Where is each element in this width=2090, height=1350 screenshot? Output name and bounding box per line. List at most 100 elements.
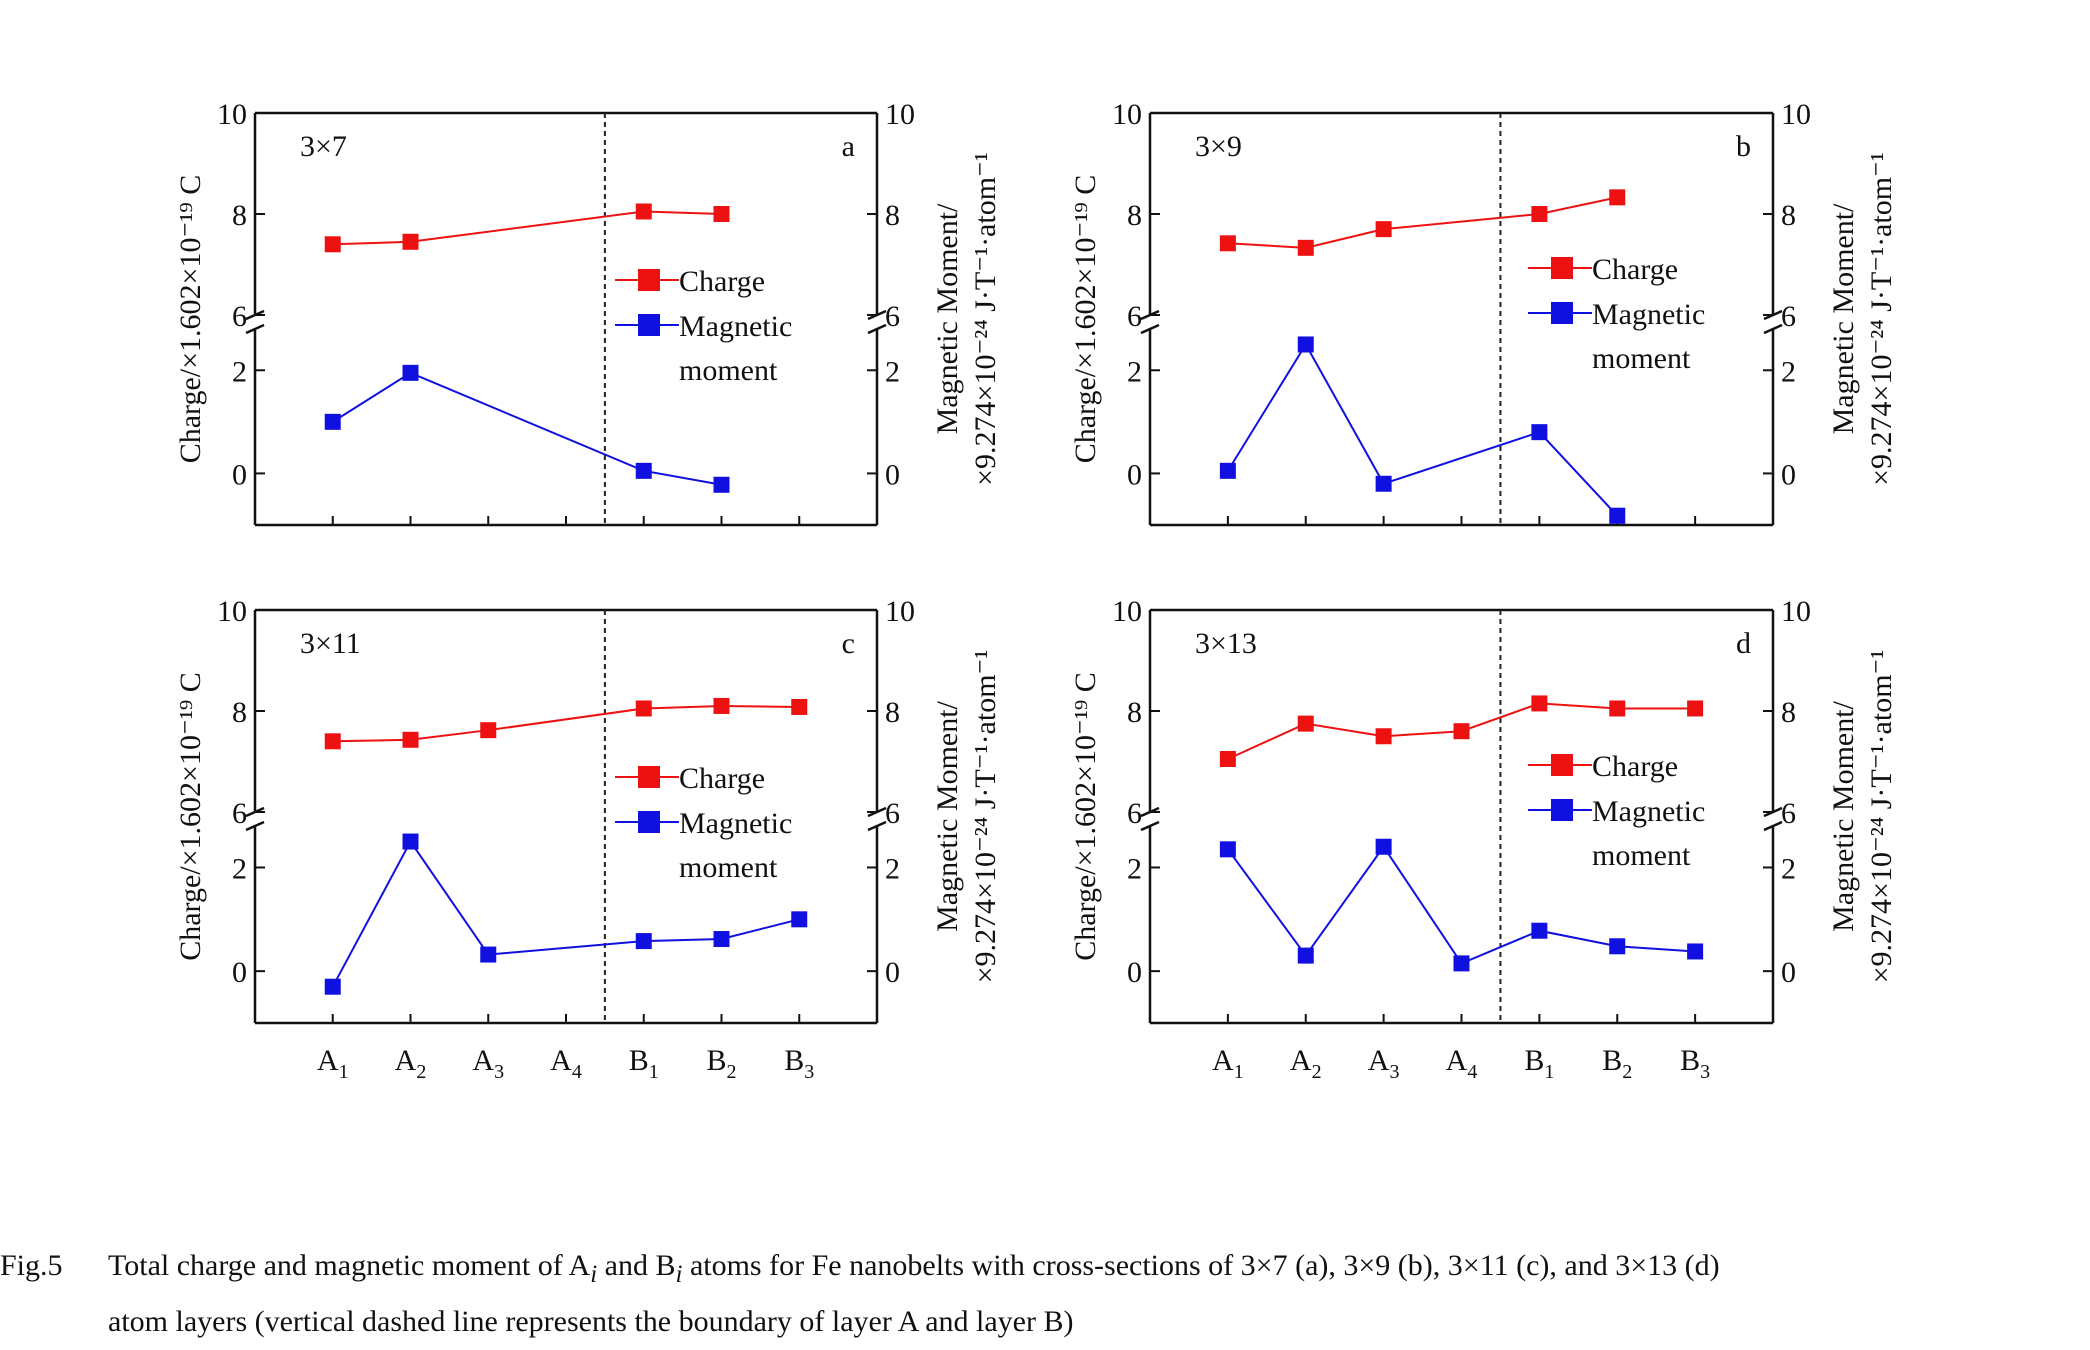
axis-break-mark xyxy=(867,820,887,832)
legend-magnetic-marker xyxy=(1551,302,1573,324)
y-tick-label-right: 2 xyxy=(1781,852,1796,885)
charge-data-point xyxy=(402,233,419,250)
magnetic-moment-data-point xyxy=(1531,922,1548,939)
y-tick-label-right: 10 xyxy=(1781,595,1811,628)
magnetic-moment-data-point xyxy=(324,978,341,995)
charge-data-point xyxy=(324,733,341,750)
y-tick-label-left: 6 xyxy=(1127,300,1142,333)
x-tick-label: A2 xyxy=(395,1044,427,1083)
charge-data-point xyxy=(1687,700,1704,717)
y-tick-label-left: 2 xyxy=(1127,355,1142,388)
charge-data-point xyxy=(1219,750,1236,767)
legend-magnetic-label: Magnetic xyxy=(679,310,792,343)
x-tick-label: B3 xyxy=(784,1044,814,1083)
y-axis-title-left: Charge/×1.602×10⁻¹⁹ C xyxy=(1069,175,1102,464)
axis-break-mark xyxy=(245,820,265,832)
y-tick-label-right: 10 xyxy=(885,595,915,628)
charge-data-point xyxy=(324,236,341,253)
y-tick-label-left: 2 xyxy=(232,852,247,885)
legend-charge-label: Charge xyxy=(679,265,765,298)
charge-data-point xyxy=(1219,235,1236,252)
magnetic-moment-data-point xyxy=(791,911,808,928)
charge-data-point xyxy=(1375,221,1392,238)
y-tick-label-left: 6 xyxy=(232,300,247,333)
charge-series-line xyxy=(332,704,800,743)
y-tick-label-right: 0 xyxy=(1781,956,1796,989)
charge-data-point xyxy=(1609,700,1626,717)
y-tick-label-left: 0 xyxy=(1127,956,1142,989)
panel-size-label: 3×13 xyxy=(1195,627,1257,660)
y-tick-label-right: 8 xyxy=(1781,199,1796,232)
x-tick-label: A4 xyxy=(550,1044,582,1083)
legend-magnetic-marker xyxy=(638,811,660,833)
x-tick-label: B2 xyxy=(1602,1044,1632,1083)
charge-data-point xyxy=(402,731,419,748)
magnetic-moment-data-point xyxy=(1609,507,1626,524)
y-tick-label-right: 8 xyxy=(885,696,900,729)
axis-break-mark xyxy=(1140,323,1160,335)
chart-panel-a: 6 6 8 8 10 10 0 0 2 2 3×7 a Charge Magnetic moment Char… xyxy=(174,98,1002,527)
magnetic-moment-data-point xyxy=(480,946,497,963)
y-axis-title-right-2: ×9.274×10⁻²⁴ J·T⁻¹·atom⁻¹ xyxy=(969,152,1002,486)
magnetic-moment-data-point xyxy=(1609,938,1626,955)
y-tick-label-right: 2 xyxy=(885,852,900,885)
charge-data-point xyxy=(635,203,652,220)
panel-letter: d xyxy=(1736,627,1751,660)
y-tick-label-left: 8 xyxy=(1127,696,1142,729)
chart-panel-b: 6 6 8 8 10 10 0 0 2 2 3×9 b Charge Magnetic moment Char… xyxy=(1069,98,1898,527)
y-axis-title-left: Charge/×1.602×10⁻¹⁹ C xyxy=(1069,672,1102,961)
legend-charge-marker xyxy=(1551,754,1573,776)
caption-line-2: atom layers (vertical dashed line repres… xyxy=(108,1305,1074,1338)
charge-data-point xyxy=(1297,239,1314,256)
y-axis-title-right: Magnetic Moment/ xyxy=(931,700,964,931)
magnetic-moment-data-point xyxy=(1219,841,1236,858)
charge-series-line xyxy=(1227,196,1618,249)
legend-magnetic-label-2: moment xyxy=(1592,839,1691,872)
axis-break-mark xyxy=(1763,820,1783,832)
charge-data-point xyxy=(791,698,808,715)
y-tick-label-left: 8 xyxy=(232,199,247,232)
y-tick-label-right: 2 xyxy=(885,355,900,388)
legend-charge-label: Charge xyxy=(1592,750,1678,783)
y-tick-label-right: 6 xyxy=(1781,300,1796,333)
x-tick-label: A3 xyxy=(1368,1044,1400,1083)
x-tick-label: A1 xyxy=(317,1044,349,1083)
y-tick-label-left: 8 xyxy=(232,696,247,729)
axis-break-mark xyxy=(245,323,265,335)
magnetic-moment-data-point xyxy=(1297,947,1314,964)
charge-data-point xyxy=(1297,715,1314,732)
figure: 6 6 8 8 10 10 0 0 2 2 3×7 a Charge Magnetic moment Char… xyxy=(174,98,1898,1083)
y-tick-label-left: 10 xyxy=(217,98,247,131)
magnetic-moment-data-point xyxy=(402,364,419,381)
x-tick-label: B1 xyxy=(1524,1044,1554,1083)
panel-letter: c xyxy=(842,627,855,660)
y-tick-label-left: 6 xyxy=(232,797,247,830)
charge-data-point xyxy=(713,206,730,222)
legend-charge-marker xyxy=(1551,257,1573,279)
magnetic-moment-data-point xyxy=(635,933,652,950)
legend-magnetic-label: Magnetic xyxy=(1592,795,1705,828)
magnetic-moment-data-point xyxy=(1297,336,1314,353)
magnetic-moment-series-line xyxy=(332,371,722,486)
y-tick-label-left: 10 xyxy=(1112,98,1142,131)
chart-panel-d: 6 6 8 8 10 10 0 0 2 2 A1 A2 A3 A4 B1 B2 B3 3×13 d Charge Mag… xyxy=(1069,595,1898,1083)
axis-break-mark xyxy=(1140,820,1160,832)
magnetic-moment-data-point xyxy=(1375,475,1392,492)
y-tick-label-right: 8 xyxy=(885,199,900,232)
figure-caption: Fig.5 Total charge and magnetic moment o… xyxy=(0,1238,2090,1350)
y-tick-label-right: 10 xyxy=(885,98,915,131)
charge-series-line xyxy=(332,210,722,246)
legend-charge-marker xyxy=(638,766,660,788)
x-tick-label: B1 xyxy=(629,1044,659,1083)
y-tick-label-left: 0 xyxy=(232,458,247,491)
y-tick-label-right: 8 xyxy=(1781,696,1796,729)
charge-data-point xyxy=(635,700,652,717)
charge-data-point xyxy=(713,697,730,714)
panel-size-label: 3×7 xyxy=(300,130,347,163)
magnetic-moment-data-point xyxy=(402,833,419,850)
magnetic-moment-data-point xyxy=(1375,838,1392,855)
charge-data-point xyxy=(1609,189,1626,206)
y-tick-label-right: 2 xyxy=(1781,355,1796,388)
y-axis-title-left: Charge/×1.602×10⁻¹⁹ C xyxy=(174,672,207,961)
legend-magnetic-label: Magnetic xyxy=(1592,298,1705,331)
